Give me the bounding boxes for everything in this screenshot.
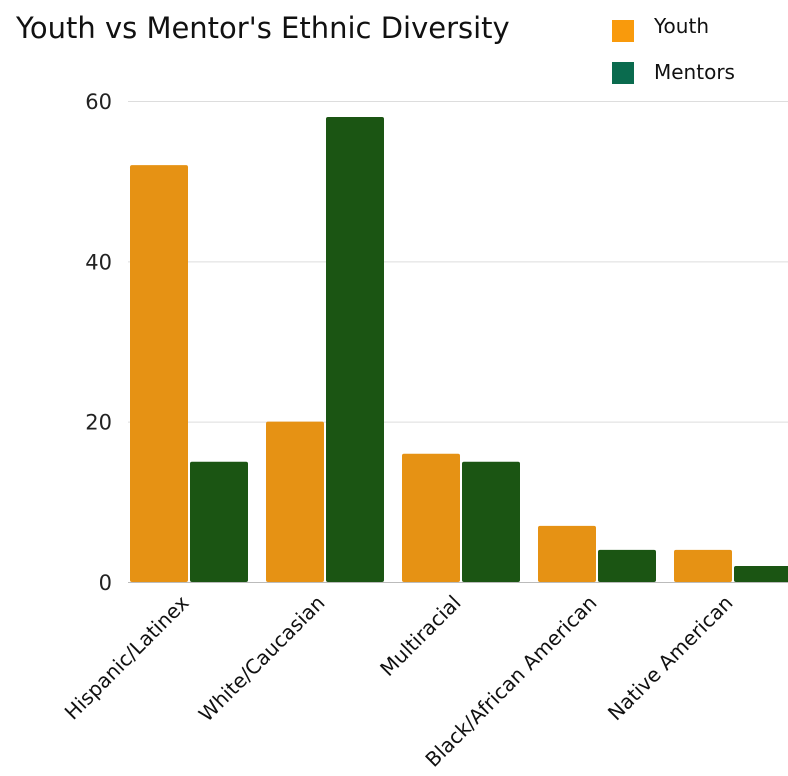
legend-swatch-mentors	[612, 62, 634, 84]
y-tick-label-0: 0	[99, 571, 112, 595]
chart-title: Youth vs Mentor's Ethnic Diversity	[15, 11, 510, 45]
bar-youth-multiracial	[402, 453, 460, 582]
bar-mentors-native-american	[734, 565, 788, 582]
legend-swatch-youth	[612, 20, 634, 42]
y-tick-label-60: 60	[85, 90, 112, 114]
bar-youth-native-american	[674, 549, 732, 582]
bar-mentors-multiracial	[462, 461, 520, 582]
legend: Youth Mentors	[612, 14, 735, 84]
x-tick-label-native-american: Native American	[603, 591, 738, 726]
bar-youth-black-african-american	[538, 525, 596, 582]
x-axis-labels: Hispanic/Latinex White/Caucasian Multiraci…	[60, 590, 738, 771]
x-tick-label-multiracial: Multiracial	[375, 591, 465, 681]
x-tick-label-hispanic-latinex: Hispanic/Latinex	[60, 590, 194, 724]
gridlines	[128, 101, 788, 423]
bar-youth-hispanic-latinex	[130, 165, 188, 582]
legend-label-mentors: Mentors	[654, 60, 735, 84]
y-tick-label-20: 20	[85, 411, 112, 435]
bar-mentors-hispanic-latinex	[190, 461, 248, 582]
bar-mentors-black-african-american	[598, 549, 656, 582]
bar-mentors-white-caucasian	[326, 117, 384, 583]
legend-label-youth: Youth	[653, 14, 709, 38]
bar-youth-white-caucasian	[266, 421, 324, 582]
y-tick-label-40: 40	[85, 250, 112, 274]
y-axis-ticks: 0 20 40 60	[85, 90, 112, 595]
bars	[130, 117, 788, 583]
x-tick-label-white-caucasian: White/Caucasian	[194, 591, 330, 727]
